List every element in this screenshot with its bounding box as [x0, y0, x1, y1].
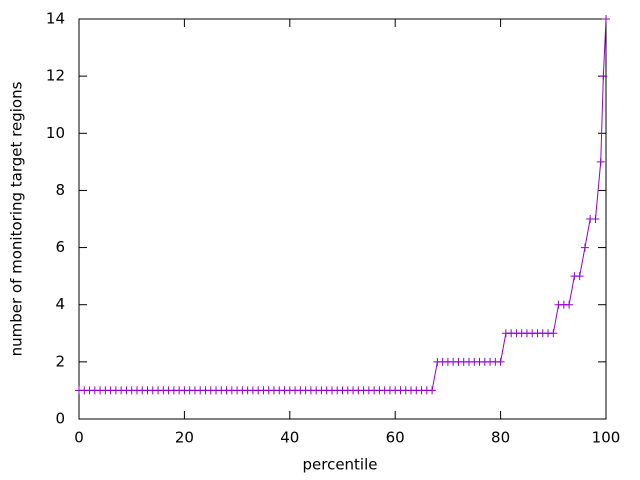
x-axis-label: percentile — [302, 456, 377, 474]
data-point — [580, 243, 589, 252]
y-tick-label: 0 — [55, 410, 65, 428]
data-point — [575, 272, 584, 281]
y-tick-label: 10 — [46, 124, 65, 142]
x-tick-label: 20 — [175, 429, 194, 447]
data-point — [596, 157, 605, 166]
x-tick-label: 100 — [592, 429, 621, 447]
data-point — [565, 300, 574, 309]
y-tick-label: 12 — [46, 67, 65, 85]
x-tick-label: 0 — [74, 429, 84, 447]
data-point — [496, 357, 505, 366]
y-axis-label: number of monitoring target regions — [8, 81, 26, 356]
y-tick-label: 2 — [55, 352, 65, 370]
y-tick-label: 8 — [55, 181, 65, 199]
plot-frame — [78, 18, 607, 420]
y-tick-label: 6 — [55, 238, 65, 256]
data-point — [428, 386, 437, 395]
data-point — [602, 15, 610, 23]
x-tick-label: 60 — [386, 429, 405, 447]
x-tick-label: 40 — [280, 429, 299, 447]
data-point — [549, 329, 558, 338]
data-point — [591, 215, 600, 223]
data-point — [599, 72, 608, 81]
y-tick-label: 14 — [46, 10, 65, 28]
y-tick-label: 4 — [55, 295, 65, 313]
x-tick-label: 80 — [491, 429, 510, 447]
